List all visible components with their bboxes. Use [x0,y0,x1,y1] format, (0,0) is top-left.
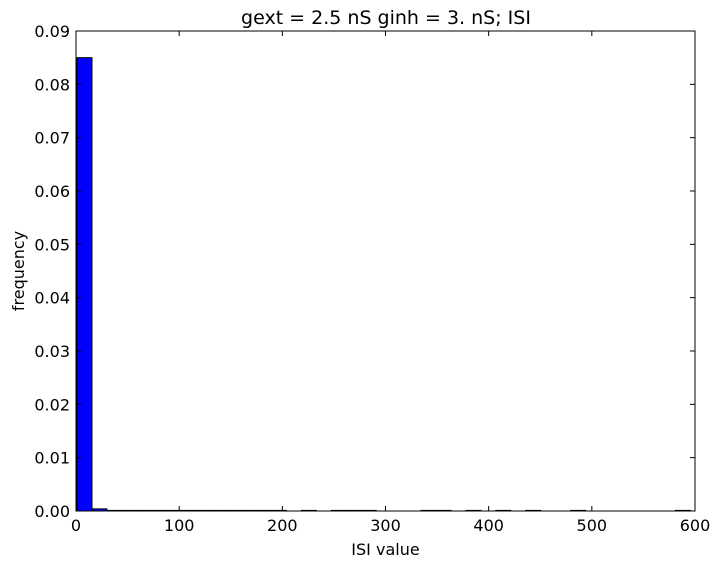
x-tick-label: 300 [370,516,401,535]
y-tick-label: 0.07 [34,129,70,148]
y-tick-label: 0.01 [34,449,70,468]
chart-title: gext = 2.5 nS ginh = 3. nS; ISI [241,7,531,29]
x-tick-label: 0 [71,516,81,535]
y-tick-label: 0.02 [34,395,70,414]
x-tick-label: 400 [473,516,504,535]
bars-group [76,57,691,512]
x-tick-label: 600 [680,516,711,535]
y-tick-label: 0.05 [34,235,70,254]
y-tick-label: 0.08 [34,75,70,94]
x-tick-label: 200 [267,516,298,535]
x-tick-label: 100 [164,516,195,535]
ticks-group: 0 100 200 300 400 500 600 0.00 0.01 0.02 0.03 0.04 0… [34,22,710,535]
y-tick-label: 0.00 [34,502,70,521]
y-axis-label: frequency [9,231,28,311]
y-tick-label: 0.06 [34,182,70,201]
histogram-bar [76,57,93,512]
plot-frame [75,30,696,512]
y-tick-label: 0.03 [34,342,70,361]
x-axis-label: ISI value [351,540,419,559]
y-tick-label: 0.04 [34,289,70,308]
y-tick-label: 0.09 [34,22,70,41]
x-tick-label: 500 [577,516,608,535]
